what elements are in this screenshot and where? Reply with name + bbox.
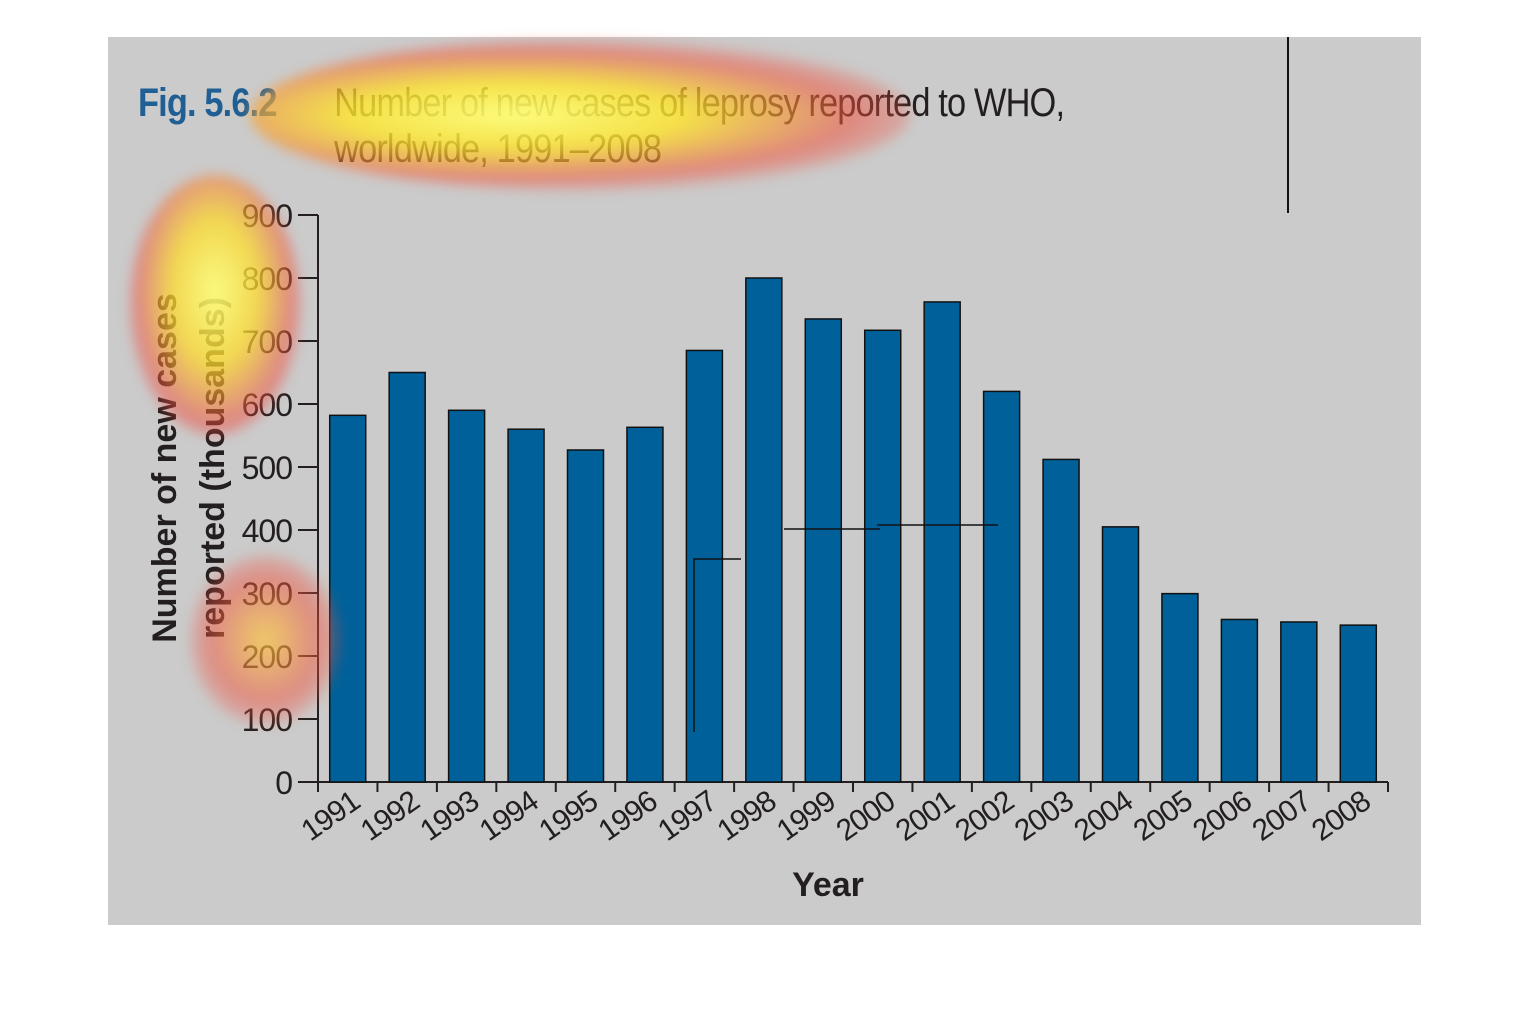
x-tick-label: 2003: [1009, 785, 1080, 848]
x-tick-label: 1991: [295, 785, 366, 848]
y-tick-label: 400: [242, 513, 293, 549]
x-tick-label: 2000: [830, 785, 901, 848]
x-tick-label: 1998: [712, 785, 783, 848]
y-tick-label: 800: [242, 261, 293, 297]
y-tick-label: 900: [242, 198, 293, 234]
bar-1992: [388, 371, 426, 783]
y-tick-label: 300: [242, 576, 293, 612]
x-tick-label: 2001: [890, 785, 961, 848]
bar-1995: [566, 449, 605, 783]
bar-1994: [507, 428, 545, 783]
bar-1999: [804, 318, 843, 783]
y-tick-label: 0: [275, 765, 292, 801]
y-axis-title-line1: Number of new cases: [146, 293, 184, 643]
bar-2003: [1042, 458, 1080, 783]
x-tick-label: 2005: [1128, 785, 1199, 848]
x-axis-title: Year: [792, 866, 864, 904]
bar-2006: [1220, 618, 1259, 783]
y-axis-title-line2: reported (thousands): [194, 297, 232, 639]
x-tick-label: 1996: [593, 785, 664, 848]
x-tick-label: 1993: [414, 785, 485, 848]
y-tick-label: 600: [242, 387, 293, 423]
x-tick-label: 2007: [1247, 785, 1318, 848]
bar-1997: [685, 349, 724, 783]
bar-1993: [447, 409, 486, 783]
bar-2002: [982, 390, 1021, 783]
bar-2005: [1161, 592, 1199, 783]
x-tick-label: 1992: [355, 785, 426, 848]
y-tick-label: 100: [242, 702, 293, 738]
y-tick-label: 700: [242, 324, 293, 360]
x-tick-label: 2004: [1068, 785, 1139, 848]
y-tick-label: 200: [242, 639, 293, 675]
x-tick-label: 2002: [949, 785, 1020, 848]
y-tick-label: 500: [242, 450, 293, 486]
x-tick-label: 1997: [652, 785, 723, 848]
bar-1996: [626, 426, 664, 783]
x-tick-label: 2008: [1306, 785, 1377, 848]
bar-2007: [1280, 621, 1318, 783]
x-tick-label: 1994: [474, 785, 545, 848]
bar-2008: [1339, 624, 1378, 783]
bar-2004: [1101, 526, 1140, 783]
x-tick-label: 1995: [533, 785, 604, 848]
bar-2000: [863, 329, 902, 783]
bar-1998: [745, 277, 783, 783]
bar-2001: [923, 301, 961, 783]
x-tick-label: 2006: [1187, 785, 1258, 848]
guide-line: [693, 558, 741, 732]
x-tick-label: 1999: [771, 785, 842, 848]
divider-line: [1287, 37, 1289, 213]
bar-1991: [328, 414, 367, 783]
